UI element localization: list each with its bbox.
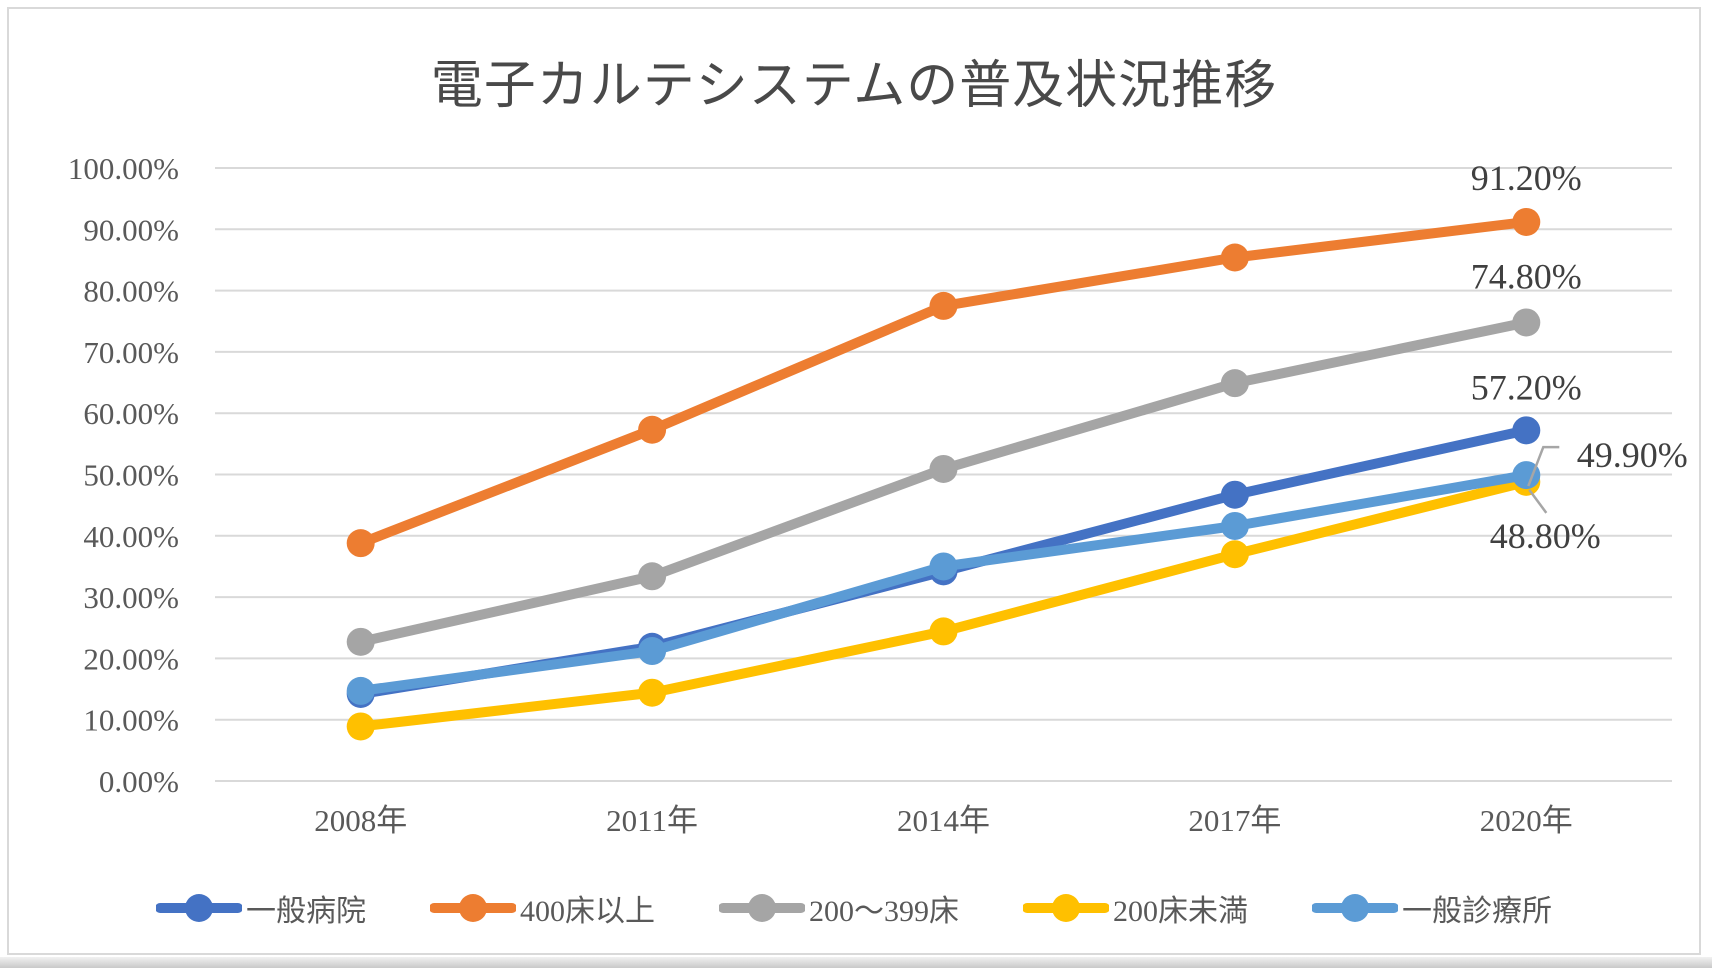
series-400床以上 [346,207,1541,558]
series-200〜399床 [346,308,1541,656]
data-label: 57.20% [1471,367,1582,407]
data-labels: 91.20% 74.80% 57.20% 49.90% 48.80% [1471,158,1688,556]
y-tick-label: 70.00% [83,335,179,370]
data-point-marker [346,712,375,741]
legend-dot [1341,894,1369,922]
data-label: 74.80% [1471,256,1582,296]
legend-dot [185,894,213,922]
data-label: 48.80% [1490,516,1601,556]
legend-label: 200〜399床 [809,895,959,928]
x-tick-label: 2020年 [1480,803,1573,838]
data-point-marker [346,529,375,558]
legend-item-200床未満: 200床未満 [1023,886,1248,930]
x-axis-labels: 2008年 2011年 2014年 2017年 2020年 [314,803,1573,838]
line-chart-plot-area: 0.00% 10.00% 20.00% 30.00% 40.00% 50.00% 60.00… [68,151,1688,838]
data-point-marker [638,415,667,444]
legend-marker-icon [430,894,516,922]
y-tick-label: 30.00% [83,580,179,615]
series-一般診療所 [346,461,1541,705]
legend-label: 200床未満 [1113,895,1248,928]
data-point-marker [1512,207,1541,236]
data-point-marker [1220,243,1249,272]
data-point-marker [1220,540,1249,569]
y-tick-label: 20.00% [83,641,179,676]
data-point-marker [1220,511,1249,540]
data-point-marker [929,617,958,646]
y-tick-label: 40.00% [83,519,179,554]
legend-label: 400床以上 [520,895,655,928]
x-tick-label: 2008年 [314,803,407,838]
legend-label: 一般病院 [246,895,366,928]
y-tick-label: 100.00% [68,151,179,186]
window-bottom-edge [0,957,1712,968]
data-point-marker [346,676,375,705]
data-point-marker [929,552,958,581]
y-tick-label: 0.00% [99,764,179,799]
legend-marker-icon [719,894,805,922]
y-tick-label: 10.00% [83,703,179,738]
x-tick-label: 2014年 [897,803,990,838]
y-tick-label: 80.00% [83,274,179,309]
legend-dot [459,894,487,922]
legend-item-400床以上: 400床以上 [430,886,655,930]
y-tick-label: 60.00% [83,396,179,431]
legend-dot [748,894,776,922]
data-point-marker [638,637,667,666]
legend-marker-icon [1312,894,1398,922]
data-point-marker [638,678,667,707]
legend-item-200〜399床: 200〜399床 [719,886,959,930]
chart-title: 電子カルテシステムの普及状況推移 [430,58,1278,115]
x-tick-label: 2011年 [606,803,698,838]
y-tick-label: 90.00% [83,212,179,247]
leader-line [1528,489,1548,514]
legend-marker-icon [156,894,242,922]
chart-frame: 電子カルテシステムの普及状況推移 0.00% 10.00% 20.00% 30.00%… [7,7,1701,955]
legend-item-一般病院: 一般病院 [156,886,366,930]
series-line [355,216,1532,549]
x-tick-label: 2017年 [1188,803,1281,838]
legend-item-一般診療所: 一般診療所 [1312,886,1552,930]
data-point-marker [929,291,958,320]
legend-marker-icon [1023,894,1109,922]
data-point-marker [1220,480,1249,509]
legend-label: 一般診療所 [1402,895,1552,928]
data-point-marker [1512,416,1541,445]
chart-legend: 一般病院 400床以上 200〜399床 200床未満 一般診療所 [9,878,1699,938]
data-point-marker [638,562,667,591]
y-axis-labels: 0.00% 10.00% 20.00% 30.00% 40.00% 50.00% 60.00… [68,151,179,799]
data-label: 91.20% [1471,158,1582,198]
data-point-marker [1220,369,1249,398]
y-tick-label: 50.00% [83,458,179,493]
legend-dot [1052,894,1080,922]
leader-line [1527,445,1560,487]
data-point-marker [1512,308,1541,337]
data-label: 49.90% [1577,435,1688,475]
data-point-marker [346,627,375,656]
data-point-marker [1512,461,1541,490]
data-point-marker [929,454,958,483]
